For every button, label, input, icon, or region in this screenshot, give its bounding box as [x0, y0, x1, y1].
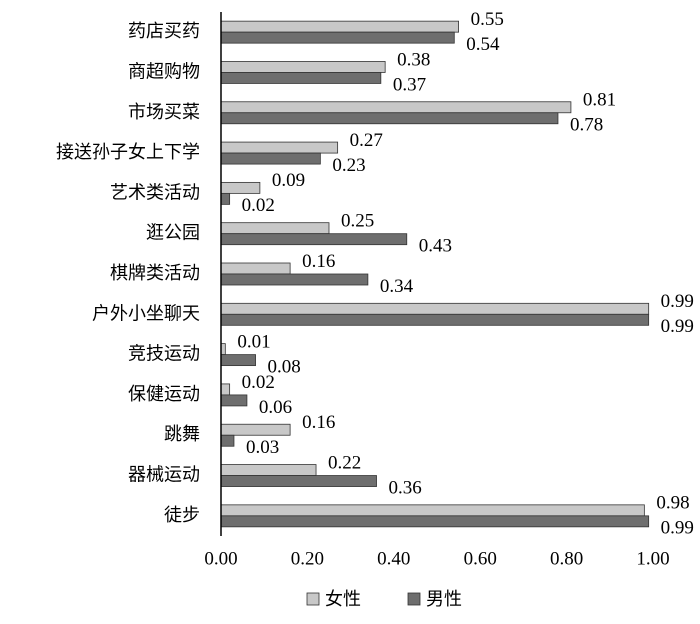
y-tick-label: 户外小坐聊天	[92, 303, 200, 324]
data-label: 0.03	[246, 437, 279, 458]
bar	[220, 273, 369, 286]
data-label: 0.99	[661, 316, 694, 337]
x-tick-label: 0.00	[204, 548, 237, 569]
data-label: 0.02	[242, 372, 275, 393]
bar	[220, 61, 386, 73]
bar	[220, 20, 460, 33]
data-label: 0.37	[393, 74, 426, 95]
data-label: 0.34	[380, 276, 414, 297]
x-tick-label: 0.20	[291, 548, 324, 569]
bar	[220, 112, 559, 125]
bar	[220, 141, 339, 154]
x-tick-label: 0.40	[377, 548, 410, 569]
bar	[220, 222, 330, 235]
legend-label: 男性	[426, 589, 462, 610]
data-label: 0.09	[272, 170, 305, 191]
legend-swatch	[407, 592, 421, 606]
y-tick-label: 接送孙子女上下学	[56, 142, 200, 163]
bar	[220, 434, 235, 447]
data-label: 0.81	[583, 90, 616, 111]
y-tick-label: 保健运动	[128, 384, 200, 405]
legend-label: 女性	[325, 589, 361, 610]
y-tick-label: 跳舞	[164, 424, 200, 445]
bar	[220, 504, 645, 517]
data-label: 0.54	[466, 34, 500, 55]
bar	[220, 423, 291, 436]
bar	[220, 302, 650, 315]
data-label: 0.23	[332, 155, 365, 176]
y-tick-label: 徒步	[164, 505, 200, 526]
data-label: 0.22	[328, 452, 361, 473]
data-label: 0.01	[237, 331, 270, 352]
data-label: 0.08	[268, 356, 301, 377]
data-label: 0.78	[570, 115, 603, 136]
bar	[220, 181, 261, 194]
bar	[220, 233, 408, 246]
bar	[220, 515, 650, 528]
data-label: 0.36	[389, 477, 422, 498]
bar	[220, 262, 291, 275]
bar	[220, 475, 377, 487]
bar	[220, 383, 231, 396]
x-tick-label: 0.80	[550, 548, 583, 569]
bar	[220, 31, 455, 44]
data-label: 0.99	[661, 518, 694, 539]
y-tick-label: 器械运动	[128, 465, 200, 486]
data-label: 0.02	[242, 195, 275, 216]
y-tick-label: 竞技运动	[128, 344, 200, 365]
y-tick-label: 艺术类活动	[110, 182, 200, 203]
bar	[220, 101, 572, 114]
bar	[220, 354, 256, 367]
data-label: 0.06	[259, 397, 292, 418]
data-label: 0.43	[419, 236, 452, 257]
data-label: 0.99	[661, 291, 694, 312]
legend-swatch	[306, 592, 320, 606]
data-label: 0.16	[302, 251, 335, 272]
bar	[220, 192, 231, 205]
y-tick-label: 商超购物	[128, 61, 200, 82]
data-label: 0.55	[471, 9, 504, 30]
bar	[220, 72, 382, 84]
y-tick-label: 棋牌类活动	[110, 263, 200, 284]
data-label: 0.38	[397, 49, 430, 70]
y-tick-label: 市场买菜	[128, 102, 200, 123]
x-tick-label: 0.60	[464, 548, 497, 569]
data-label: 0.98	[656, 493, 689, 514]
y-tick-label: 药店买药	[128, 21, 200, 42]
bar	[220, 464, 317, 476]
bar	[220, 394, 248, 407]
data-label: 0.25	[341, 211, 374, 232]
data-label: 0.16	[302, 412, 335, 433]
y-tick-label: 逛公园	[146, 223, 200, 244]
data-label: 0.27	[350, 130, 383, 151]
x-tick-label: 1.00	[636, 548, 669, 569]
bar	[220, 152, 321, 165]
bar	[220, 313, 650, 326]
